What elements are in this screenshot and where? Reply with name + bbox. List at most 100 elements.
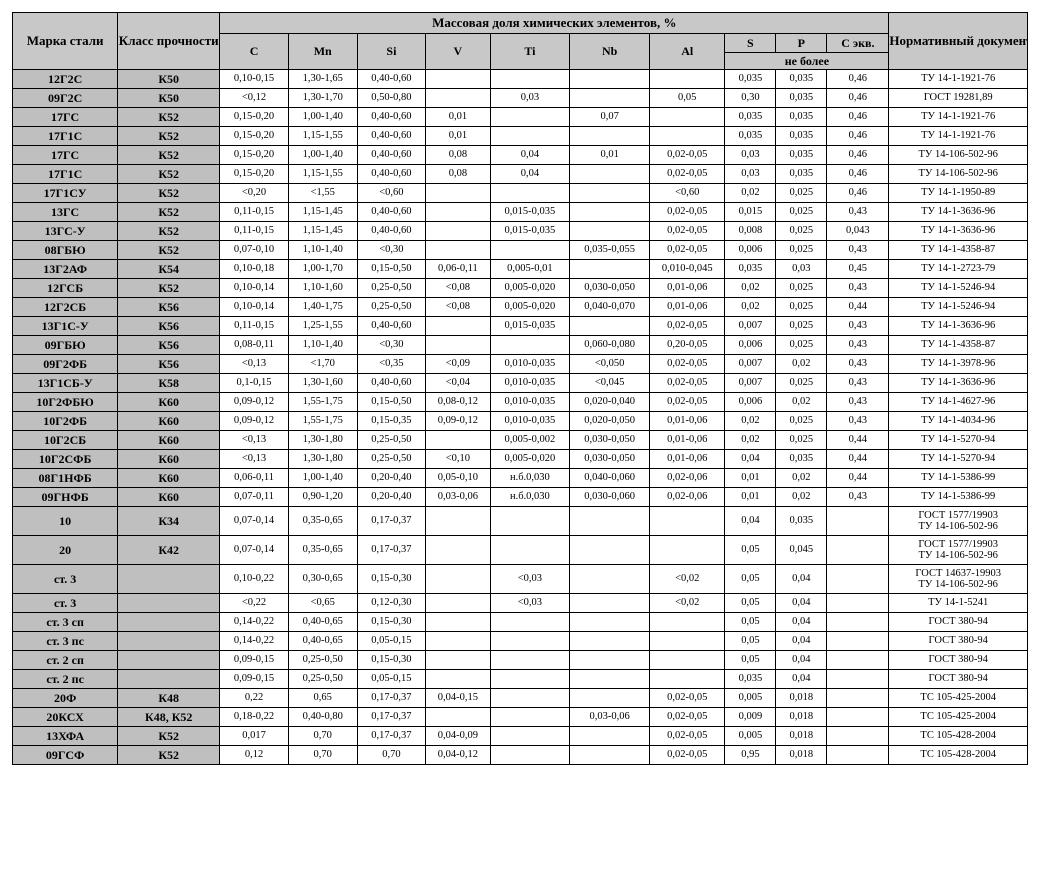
cell-doc: ТУ 14-1-2723-79 bbox=[889, 260, 1028, 279]
cell-V bbox=[426, 594, 490, 613]
cell-Ti bbox=[490, 507, 570, 536]
table-row: 20КСХК48, К520,18-0,220,40-0,800,17-0,37… bbox=[13, 708, 1028, 727]
cell-Nb: 0,035-0,055 bbox=[570, 241, 650, 260]
cell-doc: ГОСТ 1577/19903ТУ 14-106-502-96 bbox=[889, 507, 1028, 536]
cell-Ti: 0,010-0,035 bbox=[490, 374, 570, 393]
cell-steel: 20 bbox=[13, 536, 118, 565]
table-row: ст. 3 пс0,14-0,220,40-0,650,05-0,150,050… bbox=[13, 632, 1028, 651]
cell-steel: 09ГНФБ bbox=[13, 488, 118, 507]
cell-steel: 10Г2СБ bbox=[13, 431, 118, 450]
cell-Ti: 0,03 bbox=[490, 89, 570, 108]
cell-V: 0,05-0,10 bbox=[426, 469, 490, 488]
cell-S: 0,05 bbox=[725, 594, 776, 613]
cell-doc: ТУ 14-1-1921-76 bbox=[889, 127, 1028, 146]
cell-steel: ст. 3 bbox=[13, 594, 118, 613]
cell-V bbox=[426, 222, 490, 241]
cell-Si: 0,40-0,60 bbox=[357, 146, 426, 165]
cell-Mn: 1,30-1,80 bbox=[288, 431, 357, 450]
cell-klass: К52 bbox=[118, 108, 220, 127]
cell-Si: 0,40-0,60 bbox=[357, 70, 426, 89]
cell-S: 0,005 bbox=[725, 727, 776, 746]
cell-Cekv bbox=[827, 708, 889, 727]
cell-V bbox=[426, 89, 490, 108]
cell-Nb bbox=[570, 689, 650, 708]
table-row: 12Г2СБК560,10-0,141,40-1,750,25-0,50<0,0… bbox=[13, 298, 1028, 317]
cell-doc: ТУ 14-1-1921-76 bbox=[889, 70, 1028, 89]
cell-Mn: 1,15-1,45 bbox=[288, 203, 357, 222]
cell-Si: 0,05-0,15 bbox=[357, 670, 426, 689]
cell-klass bbox=[118, 670, 220, 689]
cell-Al: 0,02-0,05 bbox=[650, 222, 725, 241]
cell-steel: ст. 3 сп bbox=[13, 613, 118, 632]
cell-Nb bbox=[570, 165, 650, 184]
cell-steel: 13ГС bbox=[13, 203, 118, 222]
cell-klass: К58 bbox=[118, 374, 220, 393]
cell-Cekv: 0,44 bbox=[827, 450, 889, 469]
cell-C: 0,07-0,14 bbox=[220, 536, 289, 565]
cell-Al bbox=[650, 632, 725, 651]
cell-Si: 0,40-0,60 bbox=[357, 165, 426, 184]
cell-V: 0,08-0,12 bbox=[426, 393, 490, 412]
cell-Ti: 0,04 bbox=[490, 165, 570, 184]
cell-doc: ГОСТ 380-94 bbox=[889, 613, 1028, 632]
cell-P: 0,04 bbox=[776, 632, 827, 651]
cell-V bbox=[426, 565, 490, 594]
cell-Nb bbox=[570, 536, 650, 565]
cell-Mn: 1,30-1,60 bbox=[288, 374, 357, 393]
cell-Nb: 0,020-0,040 bbox=[570, 393, 650, 412]
cell-C: 0,11-0,15 bbox=[220, 317, 289, 336]
col-group: Массовая доля химических элементов, % bbox=[220, 13, 889, 34]
cell-doc: ТС 105-425-2004 bbox=[889, 689, 1028, 708]
cell-C: 0,1-0,15 bbox=[220, 374, 289, 393]
col-ti: Ti bbox=[490, 34, 570, 70]
col-v: V bbox=[426, 34, 490, 70]
cell-P: 0,025 bbox=[776, 222, 827, 241]
cell-Ti: 0,005-0,002 bbox=[490, 431, 570, 450]
cell-Cekv: 0,46 bbox=[827, 89, 889, 108]
cell-klass bbox=[118, 594, 220, 613]
cell-Si: <0,35 bbox=[357, 355, 426, 374]
cell-Cekv bbox=[827, 746, 889, 765]
cell-P: 0,04 bbox=[776, 594, 827, 613]
table-row: 12Г2СК500,10-0,151,30-1,650,40-0,600,035… bbox=[13, 70, 1028, 89]
cell-Al: 0,02-0,05 bbox=[650, 317, 725, 336]
cell-Cekv: 0,43 bbox=[827, 336, 889, 355]
cell-S: 0,015 bbox=[725, 203, 776, 222]
cell-P: 0,04 bbox=[776, 670, 827, 689]
cell-C: 0,12 bbox=[220, 746, 289, 765]
cell-Si: 0,15-0,30 bbox=[357, 613, 426, 632]
cell-Al bbox=[650, 127, 725, 146]
cell-Cekv bbox=[827, 670, 889, 689]
cell-klass bbox=[118, 613, 220, 632]
cell-P: 0,025 bbox=[776, 317, 827, 336]
cell-V: <0,10 bbox=[426, 450, 490, 469]
cell-C: 0,10-0,15 bbox=[220, 70, 289, 89]
cell-Ti: 0,005-0,020 bbox=[490, 450, 570, 469]
cell-P: 0,035 bbox=[776, 127, 827, 146]
cell-V bbox=[426, 708, 490, 727]
cell-Ti bbox=[490, 70, 570, 89]
cell-klass: К52 bbox=[118, 127, 220, 146]
table-row: 20К420,07-0,140,35-0,650,17-0,370,050,04… bbox=[13, 536, 1028, 565]
cell-S: 0,006 bbox=[725, 241, 776, 260]
cell-Nb bbox=[570, 507, 650, 536]
cell-Cekv: 0,43 bbox=[827, 374, 889, 393]
cell-Al bbox=[650, 613, 725, 632]
cell-V: 0,06-0,11 bbox=[426, 260, 490, 279]
cell-klass: К52 bbox=[118, 746, 220, 765]
cell-doc: ТУ 14-106-502-96 bbox=[889, 165, 1028, 184]
cell-V: <0,08 bbox=[426, 279, 490, 298]
table-row: 13Г2АФК540,10-0,181,00-1,700,15-0,500,06… bbox=[13, 260, 1028, 279]
cell-Al bbox=[650, 536, 725, 565]
table-row: 17Г1СК520,15-0,201,15-1,550,40-0,600,080… bbox=[13, 165, 1028, 184]
cell-Si: 0,25-0,50 bbox=[357, 279, 426, 298]
cell-doc: ТУ 14-1-5241 bbox=[889, 594, 1028, 613]
cell-Cekv bbox=[827, 632, 889, 651]
cell-doc: ТС 105-428-2004 bbox=[889, 727, 1028, 746]
cell-klass: К34 bbox=[118, 507, 220, 536]
table-row: 10Г2СФБК60<0,131,30-1,800,25-0,50<0,100,… bbox=[13, 450, 1028, 469]
cell-klass: К60 bbox=[118, 469, 220, 488]
table-row: 10Г2ФБК600,09-0,121,55-1,750,15-0,350,09… bbox=[13, 412, 1028, 431]
cell-steel: 13Г2АФ bbox=[13, 260, 118, 279]
cell-doc: ТУ 14-1-4358-87 bbox=[889, 241, 1028, 260]
